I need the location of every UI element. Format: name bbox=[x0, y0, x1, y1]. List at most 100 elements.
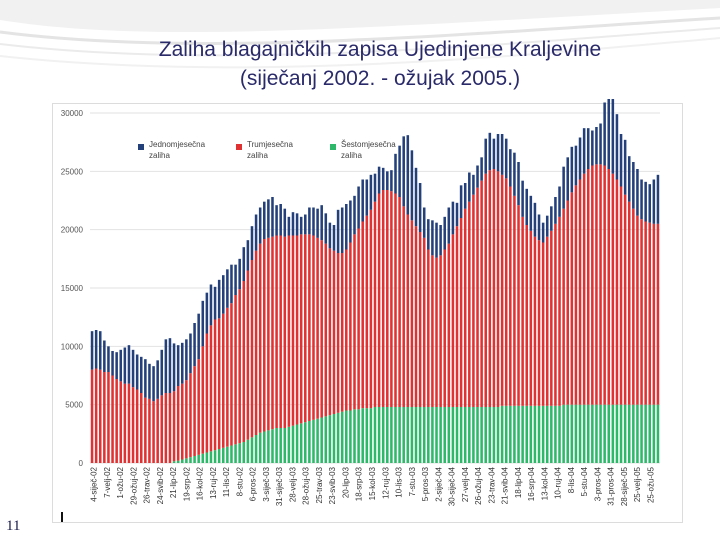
bar-segment bbox=[267, 237, 270, 431]
bar-segment bbox=[209, 325, 213, 452]
bar-segment bbox=[381, 190, 385, 407]
x-tick-label: 1-ožu-02 bbox=[116, 466, 125, 498]
bar-segment bbox=[463, 407, 467, 463]
bar-segment bbox=[480, 157, 483, 181]
bar-segment bbox=[521, 216, 524, 406]
bar-segment bbox=[545, 405, 549, 463]
x-tick-label: 26-ožuj-04 bbox=[474, 466, 483, 504]
bar-segment bbox=[299, 234, 303, 424]
bar-segment bbox=[529, 195, 533, 231]
x-tick-label: 8-lis-04 bbox=[567, 466, 576, 493]
bar-segment bbox=[180, 342, 184, 384]
bar-segment bbox=[545, 215, 549, 237]
bar-segment bbox=[197, 313, 200, 360]
bar-segment bbox=[398, 407, 401, 463]
bar-segment bbox=[275, 428, 278, 463]
bar-segment bbox=[480, 407, 483, 463]
x-tick-label: 18-lip-04 bbox=[514, 466, 523, 498]
bar-segment bbox=[394, 193, 397, 407]
bar-segment bbox=[611, 99, 615, 174]
legend-label: Jednomjesečna bbox=[149, 140, 206, 149]
bar-segment bbox=[595, 404, 598, 463]
bar-segment bbox=[570, 146, 574, 193]
bar-segment bbox=[574, 404, 578, 463]
bar-segment bbox=[554, 405, 557, 463]
bar-segment bbox=[373, 407, 377, 463]
bar-segment bbox=[513, 195, 516, 406]
bar-segment bbox=[94, 330, 98, 369]
bar-segment bbox=[463, 183, 467, 209]
bar-segment bbox=[599, 123, 602, 165]
bar-segment bbox=[586, 404, 590, 463]
bar-segment bbox=[287, 235, 291, 427]
bar-segment bbox=[386, 190, 389, 407]
bar-segment bbox=[230, 264, 233, 304]
bar-segment bbox=[509, 405, 512, 463]
bar-segment bbox=[517, 405, 520, 463]
bar-segment bbox=[566, 200, 569, 405]
bar-segment bbox=[217, 318, 221, 449]
bar-segment bbox=[152, 401, 155, 463]
legend-label: zaliha bbox=[247, 151, 268, 160]
bar-segment bbox=[139, 393, 143, 463]
bar-segment bbox=[632, 208, 635, 405]
bar-segment bbox=[291, 212, 295, 236]
bar-segment bbox=[439, 225, 442, 256]
x-tick-label: 6-pros-02 bbox=[249, 466, 258, 501]
bar-segment bbox=[324, 213, 328, 244]
bar-segment bbox=[308, 207, 311, 235]
bar-segment bbox=[287, 426, 291, 463]
bar-segment bbox=[435, 257, 438, 407]
bar-segment bbox=[484, 138, 487, 174]
bar-segment bbox=[213, 319, 217, 451]
bar-segment bbox=[525, 225, 528, 406]
bar-segment bbox=[361, 221, 364, 409]
bar-segment bbox=[541, 405, 545, 463]
bar-segment bbox=[455, 202, 459, 227]
bar-segment bbox=[422, 407, 426, 463]
bar-segment bbox=[295, 424, 299, 463]
bar-segment bbox=[336, 253, 340, 413]
y-tick-labels: 0 5000 10000 15000 20000 25000 30000 bbox=[61, 109, 84, 468]
y-tick-label: 20000 bbox=[61, 226, 84, 235]
bar-segment bbox=[98, 369, 102, 463]
bar-segment bbox=[451, 234, 455, 407]
bar-segment bbox=[213, 450, 217, 463]
bar-segment bbox=[287, 216, 291, 236]
bar-segment bbox=[369, 408, 373, 463]
bar-segment bbox=[459, 218, 463, 407]
legend-label: Šestomjesečna bbox=[341, 140, 396, 149]
bar-segment bbox=[295, 213, 299, 236]
bar-segment bbox=[176, 345, 180, 386]
bar-segment bbox=[365, 215, 369, 409]
x-tick-label: 28-siječ-05 bbox=[620, 466, 629, 506]
bar-segment bbox=[349, 242, 352, 411]
bar-segment bbox=[180, 459, 184, 463]
bar-segment bbox=[517, 205, 520, 406]
bar-segment bbox=[554, 223, 557, 406]
bar-segment bbox=[312, 207, 315, 236]
bar-segment bbox=[115, 379, 118, 463]
bar-segment bbox=[472, 194, 475, 407]
bar-segment bbox=[476, 187, 479, 407]
bar-segment bbox=[295, 235, 299, 425]
x-tick-label: 25-ožu-05 bbox=[646, 466, 655, 503]
bar-segment bbox=[566, 404, 569, 463]
bar-segment bbox=[246, 439, 250, 463]
bar-segment bbox=[205, 292, 209, 334]
bar-segment bbox=[607, 169, 611, 405]
bar-segment bbox=[193, 323, 196, 367]
bar-segment bbox=[189, 333, 192, 374]
x-tick-label: 12-ruj-03 bbox=[381, 466, 390, 499]
bar-segment bbox=[176, 386, 180, 461]
bar-segment bbox=[373, 201, 377, 407]
bar-segment bbox=[386, 171, 389, 190]
x-tick-label: 25-velj-05 bbox=[633, 466, 642, 502]
bar-segment bbox=[168, 393, 172, 463]
x-tick-label: 30-siječ-04 bbox=[448, 466, 457, 506]
bar-segment bbox=[98, 331, 102, 370]
bar-segment bbox=[328, 415, 332, 463]
bar-segment bbox=[459, 185, 463, 218]
x-tick-label: 19-srp-02 bbox=[182, 466, 191, 501]
legend-label: Trumjesečna bbox=[247, 140, 293, 149]
